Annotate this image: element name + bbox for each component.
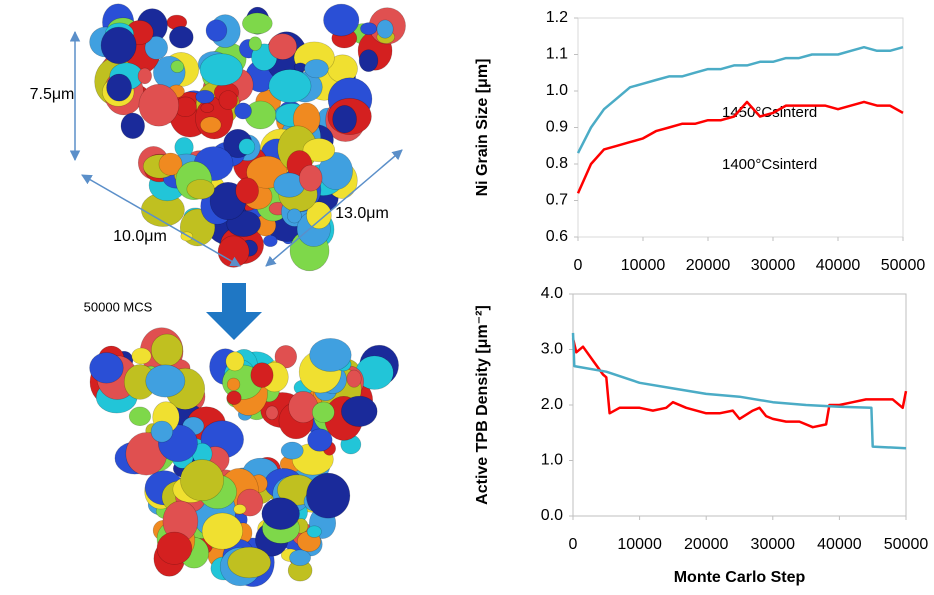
grain — [206, 20, 227, 42]
grain — [360, 23, 376, 35]
grain — [236, 178, 259, 204]
x-tick-label: 20000 — [686, 257, 731, 274]
grain — [107, 74, 132, 101]
y-tick-label: 0.7 — [546, 192, 568, 209]
grain — [308, 429, 333, 452]
series-line — [573, 338, 906, 427]
grain — [90, 353, 124, 384]
grain — [251, 363, 273, 388]
grain — [263, 235, 277, 246]
grain — [202, 513, 243, 549]
x-tick-label: 0 — [569, 536, 578, 553]
grain — [146, 365, 185, 397]
grain — [187, 180, 215, 200]
grain — [333, 105, 357, 133]
grain — [138, 68, 152, 84]
grain — [359, 50, 378, 72]
x-tick-label: 20000 — [684, 536, 729, 553]
plot-frame — [573, 294, 906, 516]
grain — [306, 473, 350, 518]
grain — [269, 69, 311, 102]
step-arrow — [206, 283, 262, 340]
x-tick-label: 50000 — [884, 536, 929, 553]
width-label: 10.0μm — [113, 228, 167, 245]
grain — [101, 27, 136, 64]
grain — [249, 37, 262, 51]
step-label: 50000 MCS — [84, 299, 153, 314]
rendered-microstructure — [90, 4, 406, 587]
grain — [305, 59, 329, 77]
grain — [242, 13, 272, 34]
grain — [281, 442, 303, 459]
y-axis-label: Active TPB Density [μm⁻²] — [474, 305, 491, 505]
series-line — [578, 47, 903, 153]
y-tick-label: 2.0 — [541, 396, 563, 413]
grain — [157, 532, 192, 564]
x-tick-label: 0 — [574, 257, 583, 274]
grain — [228, 547, 271, 578]
grain — [324, 4, 359, 36]
grain — [151, 421, 173, 442]
grain — [139, 84, 179, 126]
depth-label: 13.0μm — [335, 205, 389, 222]
grain — [287, 209, 301, 223]
x-tick-label: 30000 — [751, 536, 796, 553]
grain — [226, 352, 244, 371]
grain — [180, 460, 223, 501]
grain — [269, 34, 297, 60]
grain — [201, 103, 214, 113]
y-tick-label: 1.1 — [546, 46, 568, 63]
grain — [299, 165, 322, 191]
grain — [312, 402, 334, 423]
grain — [219, 91, 238, 110]
grain — [227, 378, 240, 391]
grain — [200, 54, 243, 86]
grain — [310, 338, 352, 371]
y-tick-label: 0.8 — [546, 155, 568, 172]
y-tick-label: 0.9 — [546, 119, 568, 136]
height-label: 7.5μm — [30, 86, 75, 103]
grain — [239, 139, 255, 155]
x-tick-label: 40000 — [816, 257, 861, 274]
x-axis-label: Monte Carlo Step — [674, 569, 806, 586]
series-label: 1400°Csinterd — [722, 156, 817, 173]
grain — [234, 504, 246, 514]
grain — [121, 113, 145, 139]
grain — [289, 550, 310, 566]
grain — [151, 334, 182, 366]
x-tick-label: 10000 — [617, 536, 662, 553]
grain — [377, 20, 393, 38]
y-tick-label: 4.0 — [541, 285, 563, 302]
grain — [307, 526, 321, 538]
y-tick-label: 0.6 — [546, 228, 568, 245]
y-tick-label: 1.0 — [541, 452, 563, 469]
grain — [235, 103, 252, 119]
x-tick-label: 10000 — [621, 257, 666, 274]
x-tick-label: 50000 — [881, 257, 926, 274]
series-line — [573, 333, 906, 448]
x-tick-label: 40000 — [817, 536, 862, 553]
grain — [266, 406, 278, 420]
grain — [347, 370, 361, 387]
grain — [169, 26, 193, 48]
y-axis-label: Ni Grain Size [μm] — [474, 59, 491, 197]
grain — [200, 117, 221, 133]
x-tick-label: 30000 — [751, 257, 796, 274]
grain — [341, 396, 377, 426]
grain — [132, 348, 151, 364]
figure: 7.5μm 10.0μm 13.0μm 50000 MCS 0.6 0.7 0.8 0… — [0, 0, 934, 590]
grain — [227, 391, 241, 405]
y-tick-label: 3.0 — [541, 341, 563, 358]
y-tick-label: 1.0 — [546, 82, 568, 99]
grain — [129, 407, 150, 426]
grain — [171, 61, 184, 73]
y-tick-label: 0.0 — [541, 507, 563, 524]
grain — [196, 90, 214, 103]
y-tick-label: 1.2 — [546, 9, 568, 26]
grain — [262, 498, 300, 530]
page: {"figure": {"height_label": "7.5μm", "wi… — [0, 0, 934, 590]
